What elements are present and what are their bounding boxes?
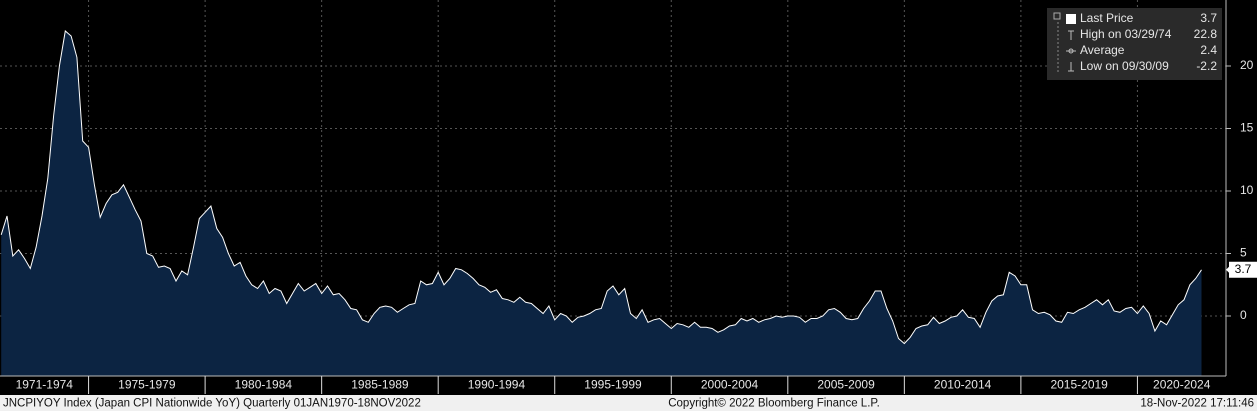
x-tick-label: 2005-2009: [817, 378, 875, 392]
x-tick-label: 1980-1984: [235, 378, 293, 392]
legend-value: 22.8: [1194, 27, 1218, 41]
legend-swatch: [1066, 14, 1076, 24]
y-tick-label: 5: [1240, 246, 1247, 260]
area: [1, 31, 1202, 376]
x-tick-label: 2000-2004: [701, 378, 759, 392]
last-price-pointer: [1226, 265, 1230, 274]
last-price-label: 3.7: [1235, 262, 1252, 276]
legend-label: Last Price: [1080, 11, 1134, 25]
legend-value: -2.2: [1196, 59, 1217, 73]
legend-box: [1047, 8, 1222, 80]
x-tick-label: 2015-2019: [1050, 378, 1108, 392]
axes: 0 5 10 15 20 1971-1974 1975-1979 1980-1984 1985-…: [16, 58, 1257, 394]
y-tick-label: 0: [1240, 308, 1247, 322]
legend-value: 2.4: [1200, 43, 1217, 57]
x-tick-label: 1971-1974: [16, 378, 74, 392]
x-tick-label: 2010-2014: [934, 378, 992, 392]
y-tick-label: 15: [1240, 121, 1254, 135]
legend-value: 3.7: [1200, 11, 1217, 25]
legend: Last Price 3.7 High on 03/29/74 22.8 Average…: [1047, 8, 1222, 80]
legend-high-icon: [1068, 30, 1074, 40]
legend-label: High on 03/29/74: [1080, 27, 1172, 41]
footer-bar: [0, 395, 1257, 411]
line: [0, 30, 1202, 345]
legend-avg-icon: [1066, 48, 1076, 54]
footer-right: 18-Nov-2022 17:11:46: [1140, 398, 1254, 410]
x-tick-label: 1990-1994: [468, 378, 526, 392]
x-tick-label: 1985-1989: [351, 378, 409, 392]
x-tick-label: 1975-1979: [118, 378, 176, 392]
plot-area: [0, 0, 1226, 376]
x-tick-label: 1995-1999: [584, 378, 642, 392]
x-tick-label: 2020-2024: [1153, 378, 1211, 392]
legend-collapse[interactable]: [1053, 12, 1061, 20]
legend-low-icon: [1068, 62, 1074, 72]
footer-center: Copyright© 2022 Bloomberg Finance L.P.: [668, 398, 880, 410]
legend-label: Low on 09/30/09: [1080, 59, 1169, 73]
last-price-tag: [1229, 261, 1257, 278]
y-tick-label: 10: [1240, 183, 1254, 197]
x-axis-band: [0, 376, 1257, 395]
footer-left: JNCPIYOY Index (Japan CPI Nationwide YoY…: [3, 398, 421, 410]
footer: JNCPIYOY Index (Japan CPI Nationwide YoY…: [0, 395, 1257, 411]
legend-label: Average: [1080, 43, 1125, 57]
y-tick-label: 20: [1240, 58, 1254, 72]
